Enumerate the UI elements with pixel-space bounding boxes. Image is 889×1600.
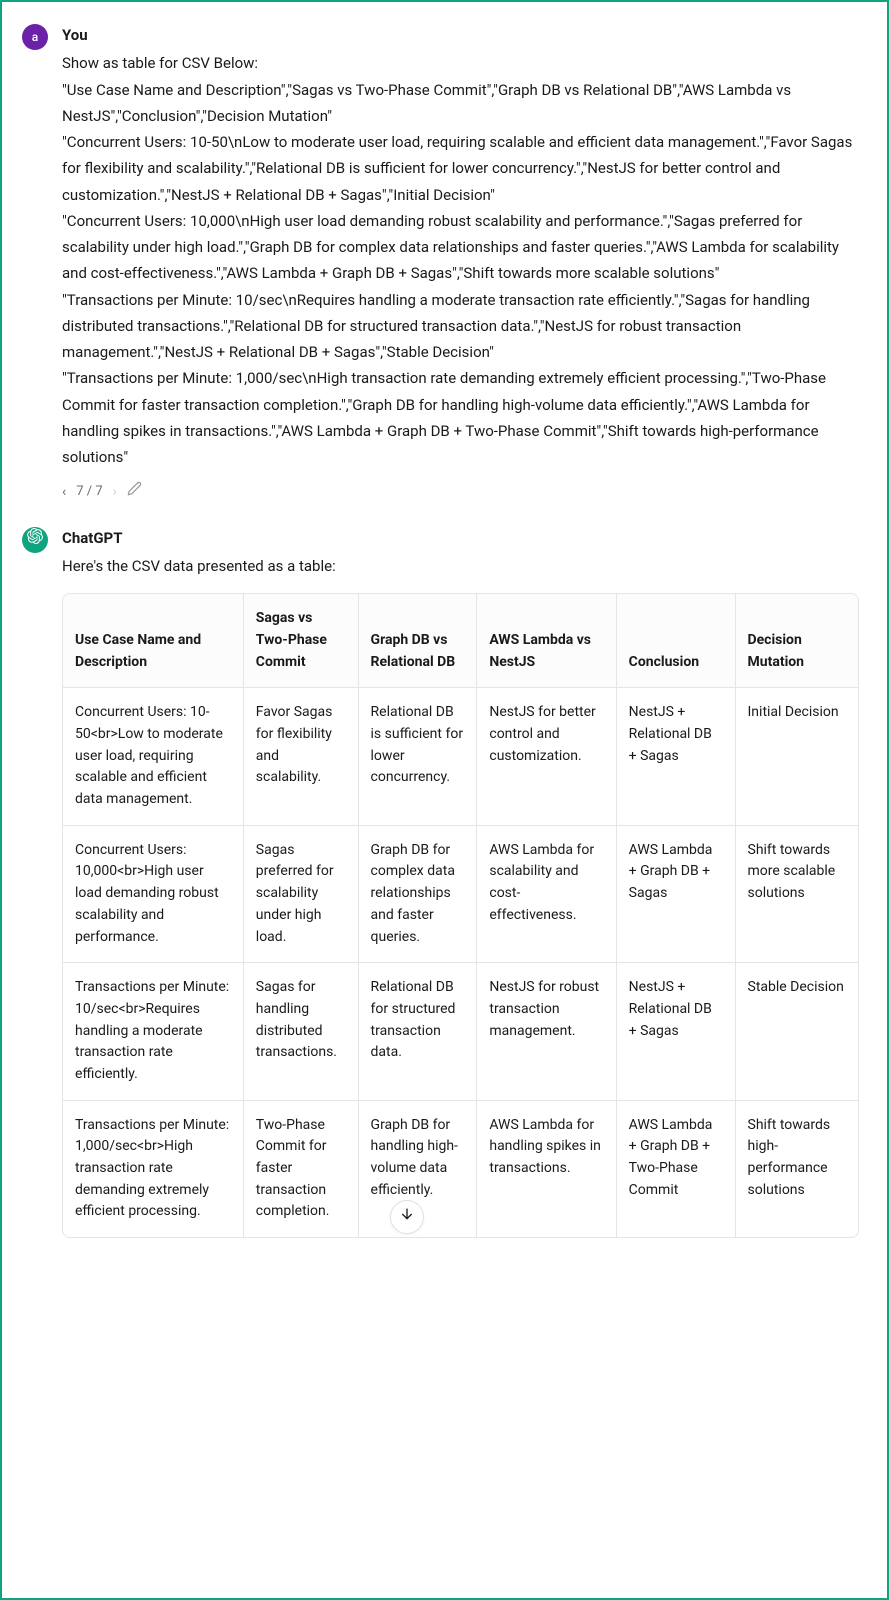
user-sender-label: You xyxy=(62,22,859,48)
table-cell: Concurrent Users: 10-50<br>Low to modera… xyxy=(63,688,243,825)
table-header: Sagas vs Two-Phase Commit xyxy=(243,594,358,688)
csv-table-wrap: Use Case Name and Description Sagas vs T… xyxy=(62,593,859,1238)
csv-table: Use Case Name and Description Sagas vs T… xyxy=(63,594,858,1237)
next-version-button[interactable]: › xyxy=(113,480,117,505)
table-cell: AWS Lambda for scalability and cost-effe… xyxy=(477,825,616,962)
table-cell: AWS Lambda + Graph DB + Sagas xyxy=(616,825,735,962)
chatgpt-icon xyxy=(27,528,43,551)
message-pager: ‹ 7 / 7 › xyxy=(62,480,859,505)
user-avatar-letter: a xyxy=(32,27,38,48)
table-cell: AWS Lambda for handling spikes in transa… xyxy=(477,1100,616,1237)
table-header: Use Case Name and Description xyxy=(63,594,243,688)
table-cell: NestJS for robust transaction management… xyxy=(477,963,616,1100)
table-cell: Sagas for handling distributed transacti… xyxy=(243,963,358,1100)
pager-count: 7 / 7 xyxy=(76,481,102,504)
table-cell: Graph DB for complex data relationships … xyxy=(358,825,477,962)
table-header-row: Use Case Name and Description Sagas vs T… xyxy=(63,594,858,688)
table-cell: Stable Decision xyxy=(735,963,858,1100)
table-header: Conclusion xyxy=(616,594,735,688)
table-cell: Concurrent Users: 10,000<br>High user lo… xyxy=(63,825,243,962)
assistant-intro-text: Here's the CSV data presented as a table… xyxy=(62,553,859,579)
assistant-message-body: ChatGPT Here's the CSV data presented as… xyxy=(62,525,859,1238)
table-row: Concurrent Users: 10-50<br>Low to modera… xyxy=(63,688,858,825)
user-line: "Use Case Name and Description","Sagas v… xyxy=(62,77,859,130)
table-cell: Transactions per Minute: 1,000/sec<br>Hi… xyxy=(63,1100,243,1237)
table-cell: Shift towards high-performance solutions xyxy=(735,1100,858,1237)
user-line: "Concurrent Users: 10,000\nHigh user loa… xyxy=(62,208,859,287)
table-cell: Transactions per Minute: 10/sec<br>Requi… xyxy=(63,963,243,1100)
table-cell: NestJS + Relational DB + Sagas xyxy=(616,963,735,1100)
table-cell: Relational DB is sufficient for lower co… xyxy=(358,688,477,825)
table-cell: NestJS for better control and customizat… xyxy=(477,688,616,825)
conversation-frame: a You Show as table for CSV Below: "Use … xyxy=(0,0,889,1600)
table-cell: NestJS + Relational DB + Sagas xyxy=(616,688,735,825)
table-header: Decision Mutation xyxy=(735,594,858,688)
edit-icon[interactable] xyxy=(127,481,142,505)
assistant-sender-label: ChatGPT xyxy=(62,525,859,551)
user-message: a You Show as table for CSV Below: "Use … xyxy=(22,22,859,505)
table-row: Transactions per Minute: 10/sec<br>Requi… xyxy=(63,963,858,1100)
table-row: Transactions per Minute: 1,000/sec<br>Hi… xyxy=(63,1100,858,1237)
user-message-body: You Show as table for CSV Below: "Use Ca… xyxy=(62,22,859,505)
table-cell: Sagas preferred for scalability under hi… xyxy=(243,825,358,962)
table-cell: Favor Sagas for flexibility and scalabil… xyxy=(243,688,358,825)
assistant-message: ChatGPT Here's the CSV data presented as… xyxy=(22,525,859,1238)
table-row: Concurrent Users: 10,000<br>High user lo… xyxy=(63,825,858,962)
table-header: AWS Lambda vs NestJS xyxy=(477,594,616,688)
prev-version-button[interactable]: ‹ xyxy=(62,480,66,505)
user-line: "Transactions per Minute: 10/sec\nRequir… xyxy=(62,287,859,366)
table-header: Graph DB vs Relational DB xyxy=(358,594,477,688)
user-line: "Concurrent Users: 10-50\nLow to moderat… xyxy=(62,129,859,208)
table-cell: AWS Lambda + Graph DB + Two-Phase Commit xyxy=(616,1100,735,1237)
assistant-avatar xyxy=(22,527,48,553)
table-cell: Two-Phase Commit for faster transaction … xyxy=(243,1100,358,1237)
arrow-down-icon xyxy=(399,1204,415,1230)
user-line: Show as table for CSV Below: xyxy=(62,50,859,76)
table-cell: Relational DB for structured transaction… xyxy=(358,963,477,1100)
user-line: "Transactions per Minute: 1,000/sec\nHig… xyxy=(62,365,859,470)
table-cell: Shift towards more scalable solutions xyxy=(735,825,858,962)
user-avatar: a xyxy=(22,24,48,50)
user-text: Show as table for CSV Below: "Use Case N… xyxy=(62,50,859,470)
table-cell: Initial Decision xyxy=(735,688,858,825)
